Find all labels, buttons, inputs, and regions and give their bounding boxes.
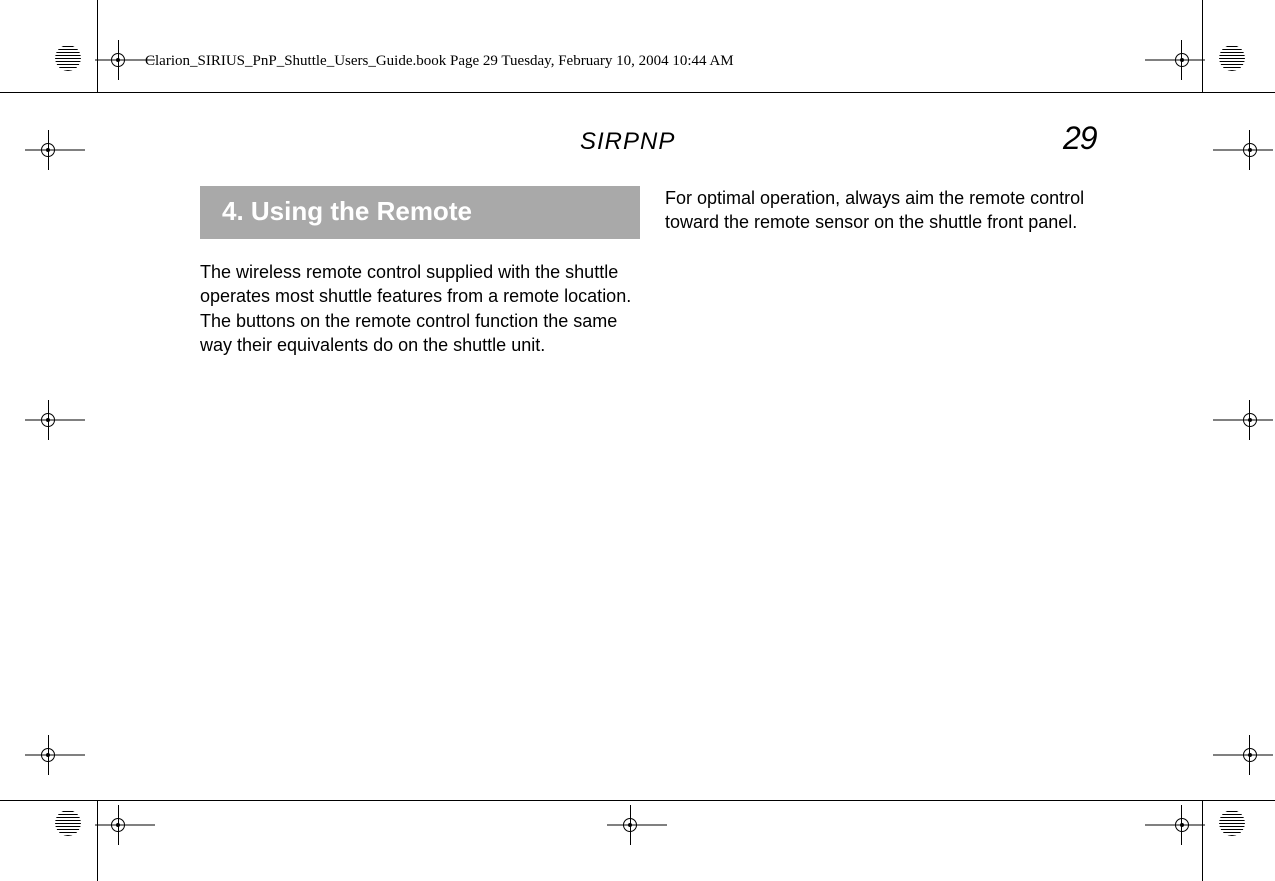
registration-cross-icon	[1213, 400, 1273, 440]
registration-cross-icon	[25, 130, 85, 170]
print-header-text: Clarion_SIRIUS_PnP_Shuttle_Users_Guide.b…	[145, 53, 734, 70]
page-number: 29	[1063, 120, 1097, 157]
registration-cross-icon	[1145, 40, 1205, 80]
crop-tick	[97, 800, 98, 881]
crop-tick	[1202, 0, 1203, 92]
registration-cross-icon	[1213, 735, 1273, 775]
registration-cross-icon	[95, 805, 155, 845]
registration-cross-icon	[25, 400, 85, 440]
crop-rule-top	[0, 92, 1275, 93]
registration-hatch-icon	[1219, 45, 1245, 71]
crop-rule-bottom	[0, 800, 1275, 801]
body-text-right: For optimal operation, always aim the re…	[665, 186, 1100, 235]
registration-cross-icon	[1213, 130, 1273, 170]
running-head: SIRPNP	[580, 128, 675, 156]
crop-tick	[1202, 800, 1203, 881]
registration-hatch-icon	[1219, 810, 1245, 836]
crop-tick	[97, 0, 98, 92]
body-text-left: The wireless remote control supplied wit…	[200, 260, 635, 357]
section-heading: 4. Using the Remote	[200, 186, 640, 239]
registration-cross-icon	[607, 805, 667, 845]
registration-cross-icon	[25, 735, 85, 775]
registration-cross-icon	[1145, 805, 1205, 845]
registration-hatch-icon	[55, 810, 81, 836]
registration-hatch-icon	[55, 45, 81, 71]
